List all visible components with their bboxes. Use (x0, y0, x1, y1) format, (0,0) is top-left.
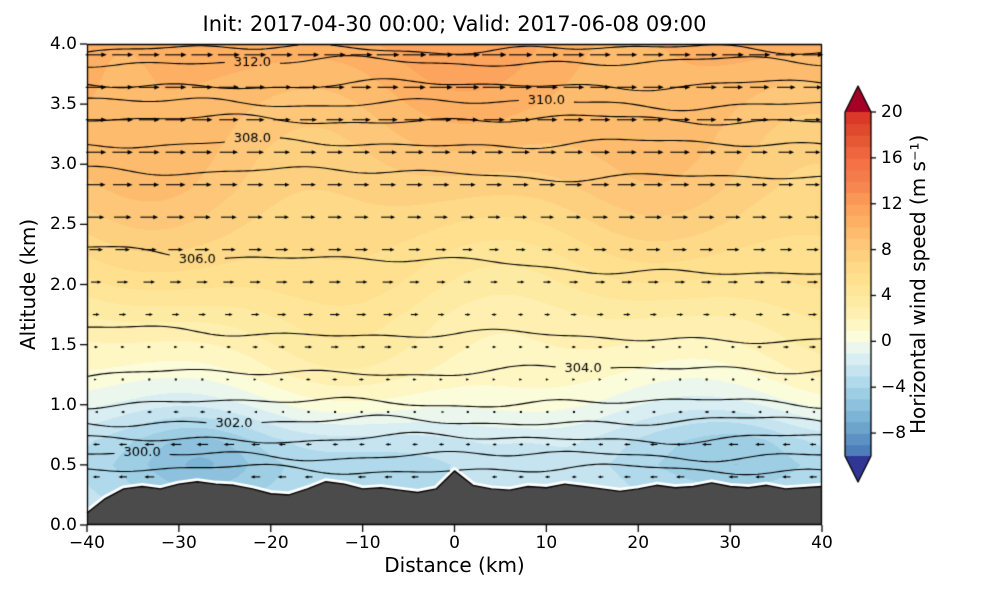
y-tick-label: 1.5 (49, 334, 77, 355)
y-tick-label: 4.0 (49, 34, 77, 54)
x-tick-label: −40 (69, 533, 105, 553)
y-tick-label: 2.0 (49, 274, 77, 295)
colorbar-tick-label: 16 (881, 147, 903, 168)
x-tick-label: 20 (627, 533, 650, 553)
y-tick-label: 1.0 (49, 394, 77, 415)
x-tick-label: 30 (719, 533, 741, 553)
colorbar-tick-label: −8 (881, 423, 907, 444)
x-tick-label: 10 (535, 533, 558, 553)
x-tick-label: 40 (811, 533, 833, 553)
y-tick-label: 2.5 (49, 214, 77, 235)
colorbar-tick-label: 12 (881, 193, 903, 214)
colorbar-label: Horizontal wind speed (m s⁻¹) (906, 134, 930, 435)
plot-title: Init: 2017-04-30 00:00; Valid: 2017-06-0… (202, 12, 707, 36)
colorbar-tick-label: 0 (881, 331, 892, 352)
colorbar-tick-label: −4 (881, 377, 907, 398)
y-tick-label: 3.0 (49, 154, 77, 175)
y-tick-label: 0.5 (49, 454, 77, 475)
x-axis-label: Distance (km) (384, 553, 525, 577)
colorbar-tick-label: 4 (881, 285, 892, 306)
y-tick-label: 3.5 (49, 94, 77, 115)
x-tick-label: −20 (252, 533, 289, 553)
y-tick-label: 0.0 (49, 515, 77, 535)
colorbar-tick-label: 8 (881, 239, 892, 260)
x-tick-label: −10 (344, 533, 381, 553)
x-tick-label: 0 (449, 533, 460, 553)
y-axis-label: Altitude (km) (16, 218, 40, 351)
x-tick-label: −30 (160, 533, 197, 553)
colorbar-tick-label: 20 (881, 102, 903, 122)
